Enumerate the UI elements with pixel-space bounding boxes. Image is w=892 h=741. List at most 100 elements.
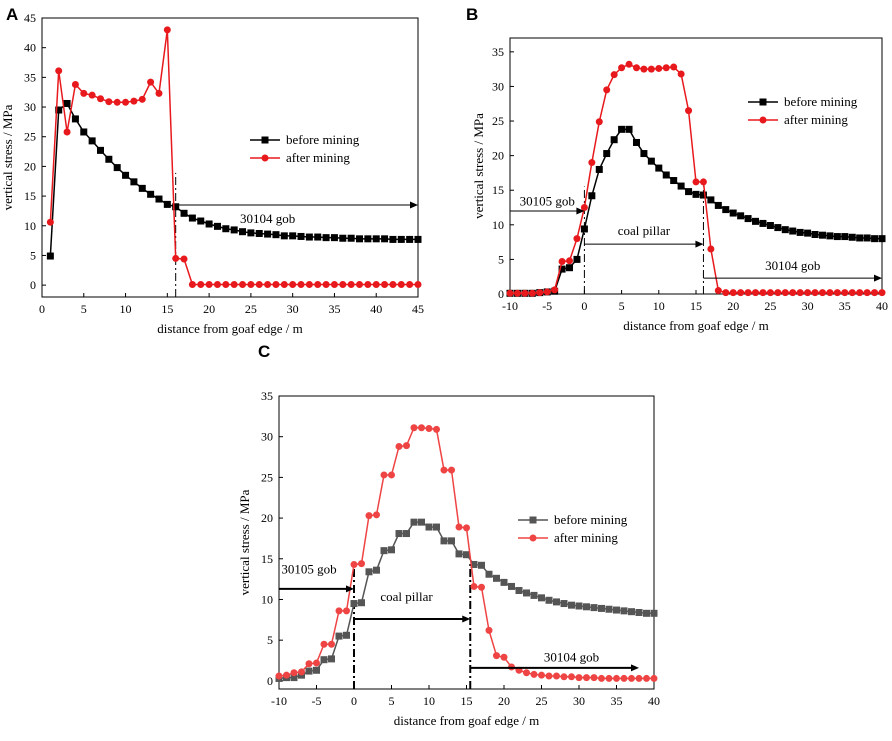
data-point-before-mining: [478, 561, 485, 569]
x-axis-label: distance from goaf edge / m: [623, 318, 768, 333]
data-point-before-mining: [714, 201, 722, 209]
data-point-after-mining: [605, 674, 613, 682]
data-point-after-mining: [188, 281, 196, 289]
data-point-before-mining: [568, 601, 575, 609]
x-tick-label: 35: [328, 302, 340, 316]
x-tick-label: 25: [764, 299, 776, 313]
y-tick-label: 10: [261, 592, 273, 606]
data-point-after-mining: [707, 245, 715, 253]
data-point-after-mining: [197, 281, 205, 289]
data-point-after-mining: [347, 281, 355, 289]
data-point-before-mining: [650, 609, 658, 617]
legend-marker-circle: [261, 154, 269, 162]
data-point-after-mining: [588, 159, 596, 167]
data-point-before-mining: [707, 196, 715, 204]
data-point-before-mining: [255, 229, 263, 237]
legend-marker-square: [759, 98, 767, 106]
data-point-after-mining: [275, 672, 283, 680]
data-point-after-mining: [463, 524, 470, 532]
data-point-after-mining: [500, 653, 508, 661]
data-point-after-mining: [440, 466, 448, 474]
data-point-before-mining: [774, 224, 782, 232]
data-point-after-mining: [339, 281, 347, 289]
data-point-after-mining: [804, 289, 812, 297]
annotation-arrow-head: [695, 240, 704, 248]
x-tick-label: 0: [581, 299, 587, 313]
data-point-after-mining: [618, 64, 626, 72]
data-point-before-mining: [455, 550, 463, 558]
y-tick-label: 25: [261, 470, 273, 484]
x-tick-label: 40: [370, 302, 382, 316]
legend-label: after mining: [554, 530, 618, 545]
data-point-before-mining: [538, 594, 545, 602]
data-point-after-mining: [628, 674, 635, 682]
y-tick-label: 35: [261, 389, 273, 403]
data-point-before-mining: [122, 171, 130, 179]
x-tick-label: 10: [423, 694, 435, 708]
data-point-after-mining: [343, 607, 350, 615]
annotation-arrow-head: [874, 274, 882, 282]
data-point-before-mining: [485, 570, 493, 578]
x-tick-label: 15: [461, 694, 473, 708]
data-point-before-mining: [63, 99, 71, 107]
x-tick-label: 10: [120, 302, 132, 316]
data-point-after-mining: [298, 668, 305, 676]
data-point-before-mining: [628, 608, 635, 616]
data-point-after-mining: [566, 257, 574, 265]
x-tick-label: 40: [876, 299, 888, 313]
y-tick-label: 10: [492, 218, 504, 232]
data-point-after-mining: [105, 98, 113, 106]
x-tick-label: 40: [648, 694, 660, 708]
data-point-after-mining: [632, 64, 640, 72]
data-point-after-mining: [389, 281, 397, 289]
data-point-before-mining: [613, 606, 620, 614]
data-point-before-mining: [356, 235, 364, 243]
data-point-after-mining: [841, 289, 849, 297]
annotation-arrow-head: [462, 615, 471, 623]
data-point-before-mining: [677, 182, 685, 190]
data-point-after-mining: [530, 670, 538, 678]
data-point-before-mining: [320, 656, 328, 664]
x-tick-label: 20: [203, 302, 215, 316]
y-axis-label: vertical stress / MPa: [0, 104, 15, 210]
data-point-after-mining: [598, 674, 605, 682]
data-point-after-mining: [418, 424, 425, 432]
data-point-after-mining: [395, 442, 403, 450]
data-point-after-mining: [455, 523, 463, 531]
panel-letter: A: [6, 5, 18, 24]
data-point-after-mining: [729, 289, 737, 297]
data-point-after-mining: [46, 218, 54, 226]
data-point-before-mining: [729, 209, 737, 217]
data-point-before-mining: [313, 666, 320, 674]
data-point-after-mining: [350, 560, 358, 568]
data-point-before-mining: [88, 137, 96, 145]
data-point-before-mining: [339, 234, 347, 242]
data-point-before-mining: [381, 235, 389, 243]
data-point-before-mining: [595, 165, 603, 173]
data-point-after-mining: [365, 512, 373, 520]
x-tick-label: 15: [161, 302, 173, 316]
data-point-after-mining: [640, 65, 648, 73]
data-point-before-mining: [500, 578, 508, 586]
annotation-label: 30104 gob: [544, 649, 599, 664]
data-point-before-mining: [410, 518, 418, 526]
y-tick-label: 5: [267, 633, 273, 647]
data-point-before-mining: [105, 155, 113, 163]
plot-frame: [509, 37, 883, 295]
data-point-after-mining: [314, 281, 322, 289]
data-point-after-mining: [297, 281, 305, 289]
data-point-before-mining: [605, 605, 613, 613]
data-point-before-mining: [389, 235, 397, 243]
y-tick-label: 35: [492, 45, 504, 59]
panel-letter: B: [466, 5, 478, 24]
data-point-before-mining: [290, 674, 298, 682]
data-point-before-mining: [155, 195, 163, 203]
x-tick-label: 0: [351, 694, 357, 708]
data-point-before-mining: [583, 603, 590, 611]
x-tick-label: 25: [245, 302, 257, 316]
data-point-before-mining: [856, 234, 864, 242]
data-point-before-mining: [620, 607, 628, 615]
data-point-after-mining: [722, 289, 730, 297]
y-tick-label: 20: [24, 159, 36, 173]
